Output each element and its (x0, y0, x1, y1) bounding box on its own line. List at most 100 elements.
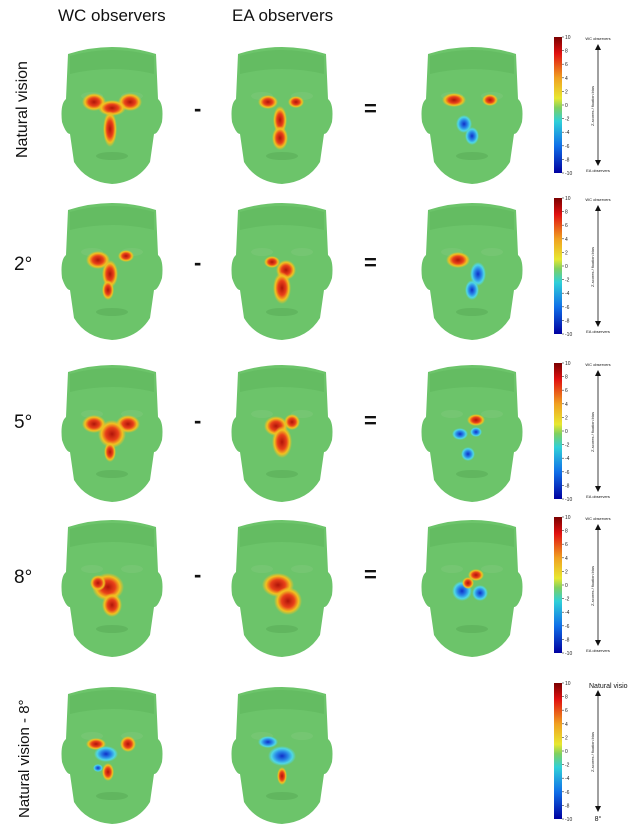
colorbar-tick-label: 2 (565, 250, 568, 256)
face-heatmap-image (421, 365, 523, 502)
face-heatmap (228, 44, 336, 184)
colorbar-gradient (554, 517, 562, 653)
colorbar-tick-label: 10 (565, 35, 571, 41)
face-heatmap (58, 44, 166, 184)
colorbar-tick-label: 2 (565, 415, 568, 421)
colorbar: 10 8 6 4 2 0 -2 -4 -6 -8 -10 WC observers EA observe… (548, 360, 628, 503)
row-label-natural-minus-8: Natural vision - 8° (16, 699, 33, 818)
colorbar-tick-label: -6 (565, 470, 570, 476)
colorbar-graphic: 10 8 6 4 2 0 -2 -4 -6 -8 -10 Natural vision 8° Z-scor… (554, 681, 630, 823)
colorbar-tick-label: 2 (565, 735, 568, 741)
colorbar-gradient (554, 198, 562, 334)
colorbar-tick-label: -4 (565, 610, 570, 616)
colorbar-tick-label: 2 (565, 89, 568, 95)
arrow-down-icon (595, 160, 601, 166)
equals-operator: = (364, 408, 377, 433)
arrow-up-icon (595, 690, 601, 696)
colorbar-tick-label: -2 (565, 597, 570, 603)
face-heatmap-image (231, 520, 333, 657)
colorbar-tick-label: -8 (565, 318, 570, 324)
face-heatmap-image (231, 203, 333, 340)
colorbar-tick-label: 2 (565, 569, 568, 575)
colorbar-tick-label: 10 (565, 196, 571, 202)
colorbar-graphic: 10 8 6 4 2 0 -2 -4 -6 -8 -10 WC observers EA observe… (554, 196, 611, 338)
minus-operator: - (194, 96, 202, 121)
face-heatmap (58, 200, 166, 340)
colorbar-tick-label: -4 (565, 456, 570, 462)
colorbar-top-label: WC observers (585, 36, 610, 41)
colorbar-gradient (554, 37, 562, 173)
face-heatmap (418, 517, 526, 657)
colorbar-tick-label: -6 (565, 305, 570, 311)
colorbar-top-label: WC observers (585, 516, 610, 521)
face-heatmap-image (231, 47, 333, 184)
colorbar-axis-label: Z-scores / fixation bias (590, 86, 595, 126)
colorbar-bottom-label: EA observers (586, 648, 610, 653)
colorbar-tick-label: -6 (565, 144, 570, 150)
colorbar-tick-label: -10 (565, 171, 572, 176)
face-heatmap-image (231, 365, 333, 502)
colorbar-tick-label: -6 (565, 790, 570, 796)
face-heatmap-image (421, 203, 523, 340)
colorbar-tick-label: -10 (565, 332, 572, 337)
colorbar-tick-label: 10 (565, 361, 571, 367)
colorbar-tick-label: 10 (565, 515, 571, 521)
arrow-up-icon (595, 370, 601, 376)
colorbar-bottom-label: 8° (595, 815, 602, 822)
face-heatmap-image (421, 47, 523, 184)
colorbar-tick-label: 4 (565, 237, 568, 243)
colorbar-axis-label: Z-scores / fixation bias (590, 247, 595, 287)
colorbar-tick-label: 4 (565, 402, 568, 408)
colorbar-tick-label: 8 (565, 49, 568, 55)
colorbar-tick-label: -4 (565, 291, 570, 297)
header-wc-observers: WC observers (58, 6, 166, 25)
colorbar-tick-label: 10 (565, 681, 571, 687)
row-label-5deg: 5° (14, 412, 33, 433)
row-label-8deg: 8° (14, 567, 33, 588)
face-heatmap (58, 362, 166, 502)
arrow-down-icon (595, 486, 601, 492)
colorbar-tick-label: 6 (565, 223, 568, 229)
colorbar-tick-label: -8 (565, 483, 570, 489)
colorbar-gradient (554, 363, 562, 499)
colorbar-gradient (554, 683, 562, 819)
face-heatmap (228, 362, 336, 502)
colorbar-tick-label: 0 (565, 264, 568, 270)
arrow-down-icon (595, 321, 601, 327)
colorbar-tick-label: -2 (565, 443, 570, 449)
colorbar-top-label: WC observers (585, 362, 610, 367)
colorbar-axis-label: Z-scores / fixation bias (590, 566, 595, 606)
colorbar-tick-label: -2 (565, 278, 570, 284)
colorbar-bottom-label: EA observers (586, 329, 610, 334)
colorbar-graphic: 10 8 6 4 2 0 -2 -4 -6 -8 -10 WC observers EA observe… (554, 515, 611, 657)
arrow-down-icon (595, 640, 601, 646)
colorbar-tick-label: -4 (565, 130, 570, 136)
face-heatmap-image (61, 203, 163, 340)
face-heatmap (418, 44, 526, 184)
colorbar: 10 8 6 4 2 0 -2 -4 -6 -8 -10 WC observers EA observe… (548, 195, 628, 338)
colorbar-graphic: 10 8 6 4 2 0 -2 -4 -6 -8 -10 WC observers EA observe… (554, 361, 611, 503)
colorbar: 10 8 6 4 2 0 -2 -4 -6 -8 -10 Natural vision 8° Z-scor… (548, 680, 630, 823)
colorbar-tick-label: -8 (565, 803, 570, 809)
minus-operator: - (194, 408, 202, 433)
face-heatmap (418, 200, 526, 340)
colorbar-top-label: Natural vision (589, 683, 628, 690)
arrow-up-icon (595, 205, 601, 211)
colorbar-tick-label: 6 (565, 708, 568, 714)
colorbar-tick-label: 0 (565, 749, 568, 755)
colorbar-tick-label: 8 (565, 695, 568, 701)
colorbar-tick-label: 4 (565, 722, 568, 728)
arrow-up-icon (595, 44, 601, 50)
colorbar-tick-label: 6 (565, 62, 568, 68)
colorbar-bottom-label: EA observers (586, 168, 610, 173)
colorbar-tick-label: -6 (565, 624, 570, 630)
colorbar-tick-label: 4 (565, 556, 568, 562)
colorbar-top-label: WC observers (585, 197, 610, 202)
colorbar-tick-label: -2 (565, 117, 570, 123)
face-heatmap-image (61, 687, 163, 824)
face-heatmap (58, 517, 166, 657)
face-heatmap (418, 362, 526, 502)
colorbar: 10 8 6 4 2 0 -2 -4 -6 -8 -10 WC observers EA observe… (548, 34, 628, 177)
colorbar-tick-label: -8 (565, 157, 570, 163)
colorbar-tick-label: 8 (565, 210, 568, 216)
